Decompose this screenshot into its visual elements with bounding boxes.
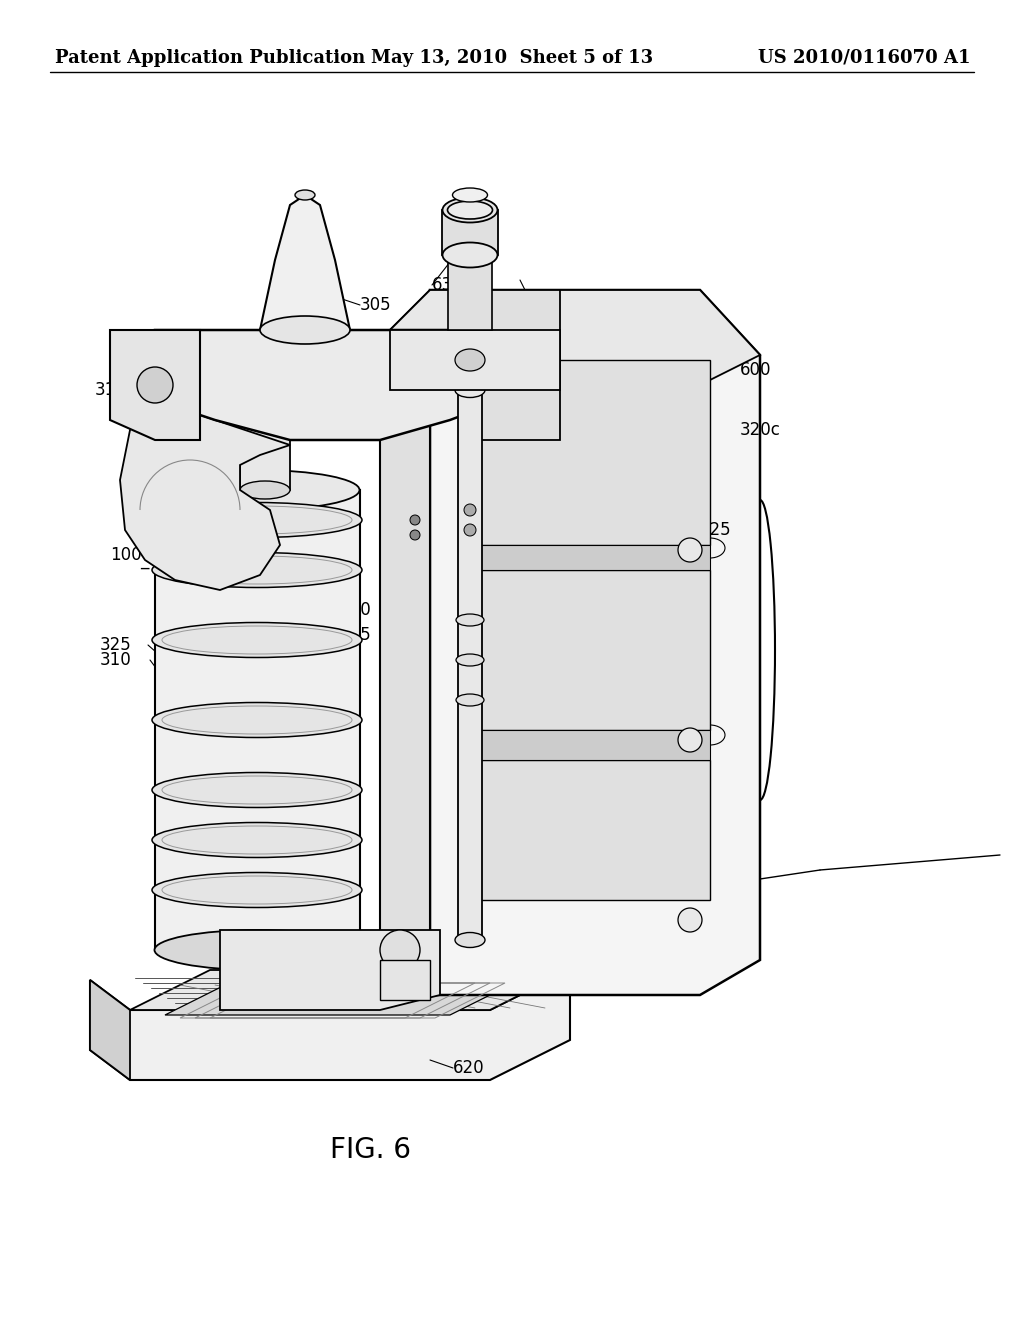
- Polygon shape: [458, 389, 482, 940]
- Text: 320c: 320c: [465, 591, 506, 609]
- Ellipse shape: [240, 480, 290, 499]
- Text: 635: 635: [432, 276, 464, 294]
- Circle shape: [137, 367, 173, 403]
- Text: 630: 630: [515, 323, 547, 341]
- Text: 325: 325: [100, 636, 132, 653]
- Ellipse shape: [442, 243, 498, 268]
- Circle shape: [410, 531, 420, 540]
- Ellipse shape: [455, 348, 485, 371]
- Text: 620: 620: [453, 1059, 484, 1077]
- Polygon shape: [220, 931, 440, 1010]
- Polygon shape: [155, 330, 530, 440]
- Ellipse shape: [152, 623, 362, 657]
- Polygon shape: [90, 970, 570, 1080]
- Text: 605: 605: [570, 347, 601, 366]
- Polygon shape: [90, 979, 130, 1080]
- Ellipse shape: [260, 315, 350, 345]
- Polygon shape: [480, 290, 560, 440]
- Circle shape: [410, 515, 420, 525]
- Text: Patent Application Publication: Patent Application Publication: [55, 49, 366, 67]
- Polygon shape: [465, 545, 710, 570]
- Ellipse shape: [240, 371, 290, 389]
- Ellipse shape: [453, 187, 487, 202]
- Circle shape: [464, 504, 476, 516]
- Polygon shape: [110, 330, 200, 440]
- Text: 100: 100: [110, 546, 141, 564]
- Polygon shape: [465, 760, 710, 900]
- Ellipse shape: [442, 198, 498, 223]
- Text: US 2010/0116070 A1: US 2010/0116070 A1: [758, 49, 970, 67]
- Circle shape: [464, 524, 476, 536]
- Text: 305: 305: [360, 296, 391, 314]
- Polygon shape: [442, 210, 498, 255]
- Text: 315c: 315c: [95, 381, 136, 399]
- Ellipse shape: [152, 772, 362, 808]
- Polygon shape: [155, 490, 360, 950]
- Polygon shape: [449, 255, 492, 330]
- Polygon shape: [380, 960, 430, 1001]
- Polygon shape: [430, 290, 760, 995]
- Text: 310: 310: [100, 651, 132, 669]
- Ellipse shape: [152, 503, 362, 537]
- Polygon shape: [465, 570, 710, 730]
- Ellipse shape: [152, 553, 362, 587]
- Ellipse shape: [155, 931, 359, 970]
- Text: 615: 615: [535, 301, 566, 319]
- Polygon shape: [380, 290, 760, 380]
- Polygon shape: [380, 290, 430, 995]
- Ellipse shape: [455, 932, 485, 948]
- Ellipse shape: [152, 702, 362, 738]
- Circle shape: [678, 539, 702, 562]
- Polygon shape: [260, 195, 350, 330]
- Circle shape: [678, 908, 702, 932]
- Polygon shape: [465, 360, 710, 545]
- Text: 330: 330: [340, 601, 372, 619]
- Ellipse shape: [456, 653, 484, 667]
- Ellipse shape: [295, 190, 315, 201]
- Text: FIG. 6: FIG. 6: [330, 1137, 411, 1164]
- Polygon shape: [390, 330, 560, 389]
- Ellipse shape: [456, 694, 484, 706]
- Ellipse shape: [152, 873, 362, 908]
- Circle shape: [380, 931, 420, 970]
- Circle shape: [505, 350, 535, 380]
- Text: 625: 625: [700, 521, 731, 539]
- Text: 340: 340: [660, 869, 691, 887]
- Text: _: _: [140, 550, 148, 569]
- Text: 335: 335: [340, 626, 372, 644]
- Ellipse shape: [152, 822, 362, 858]
- Polygon shape: [130, 970, 570, 1010]
- Text: 600: 600: [740, 360, 771, 379]
- Ellipse shape: [155, 470, 359, 510]
- Text: May 13, 2010  Sheet 5 of 13: May 13, 2010 Sheet 5 of 13: [371, 49, 653, 67]
- Ellipse shape: [447, 201, 493, 219]
- Polygon shape: [240, 380, 290, 490]
- Text: 320c: 320c: [740, 421, 781, 440]
- Text: 610: 610: [560, 491, 592, 510]
- Polygon shape: [465, 730, 710, 760]
- Circle shape: [678, 729, 702, 752]
- Ellipse shape: [455, 383, 485, 397]
- Polygon shape: [165, 979, 520, 1015]
- Polygon shape: [120, 400, 290, 590]
- Ellipse shape: [456, 614, 484, 626]
